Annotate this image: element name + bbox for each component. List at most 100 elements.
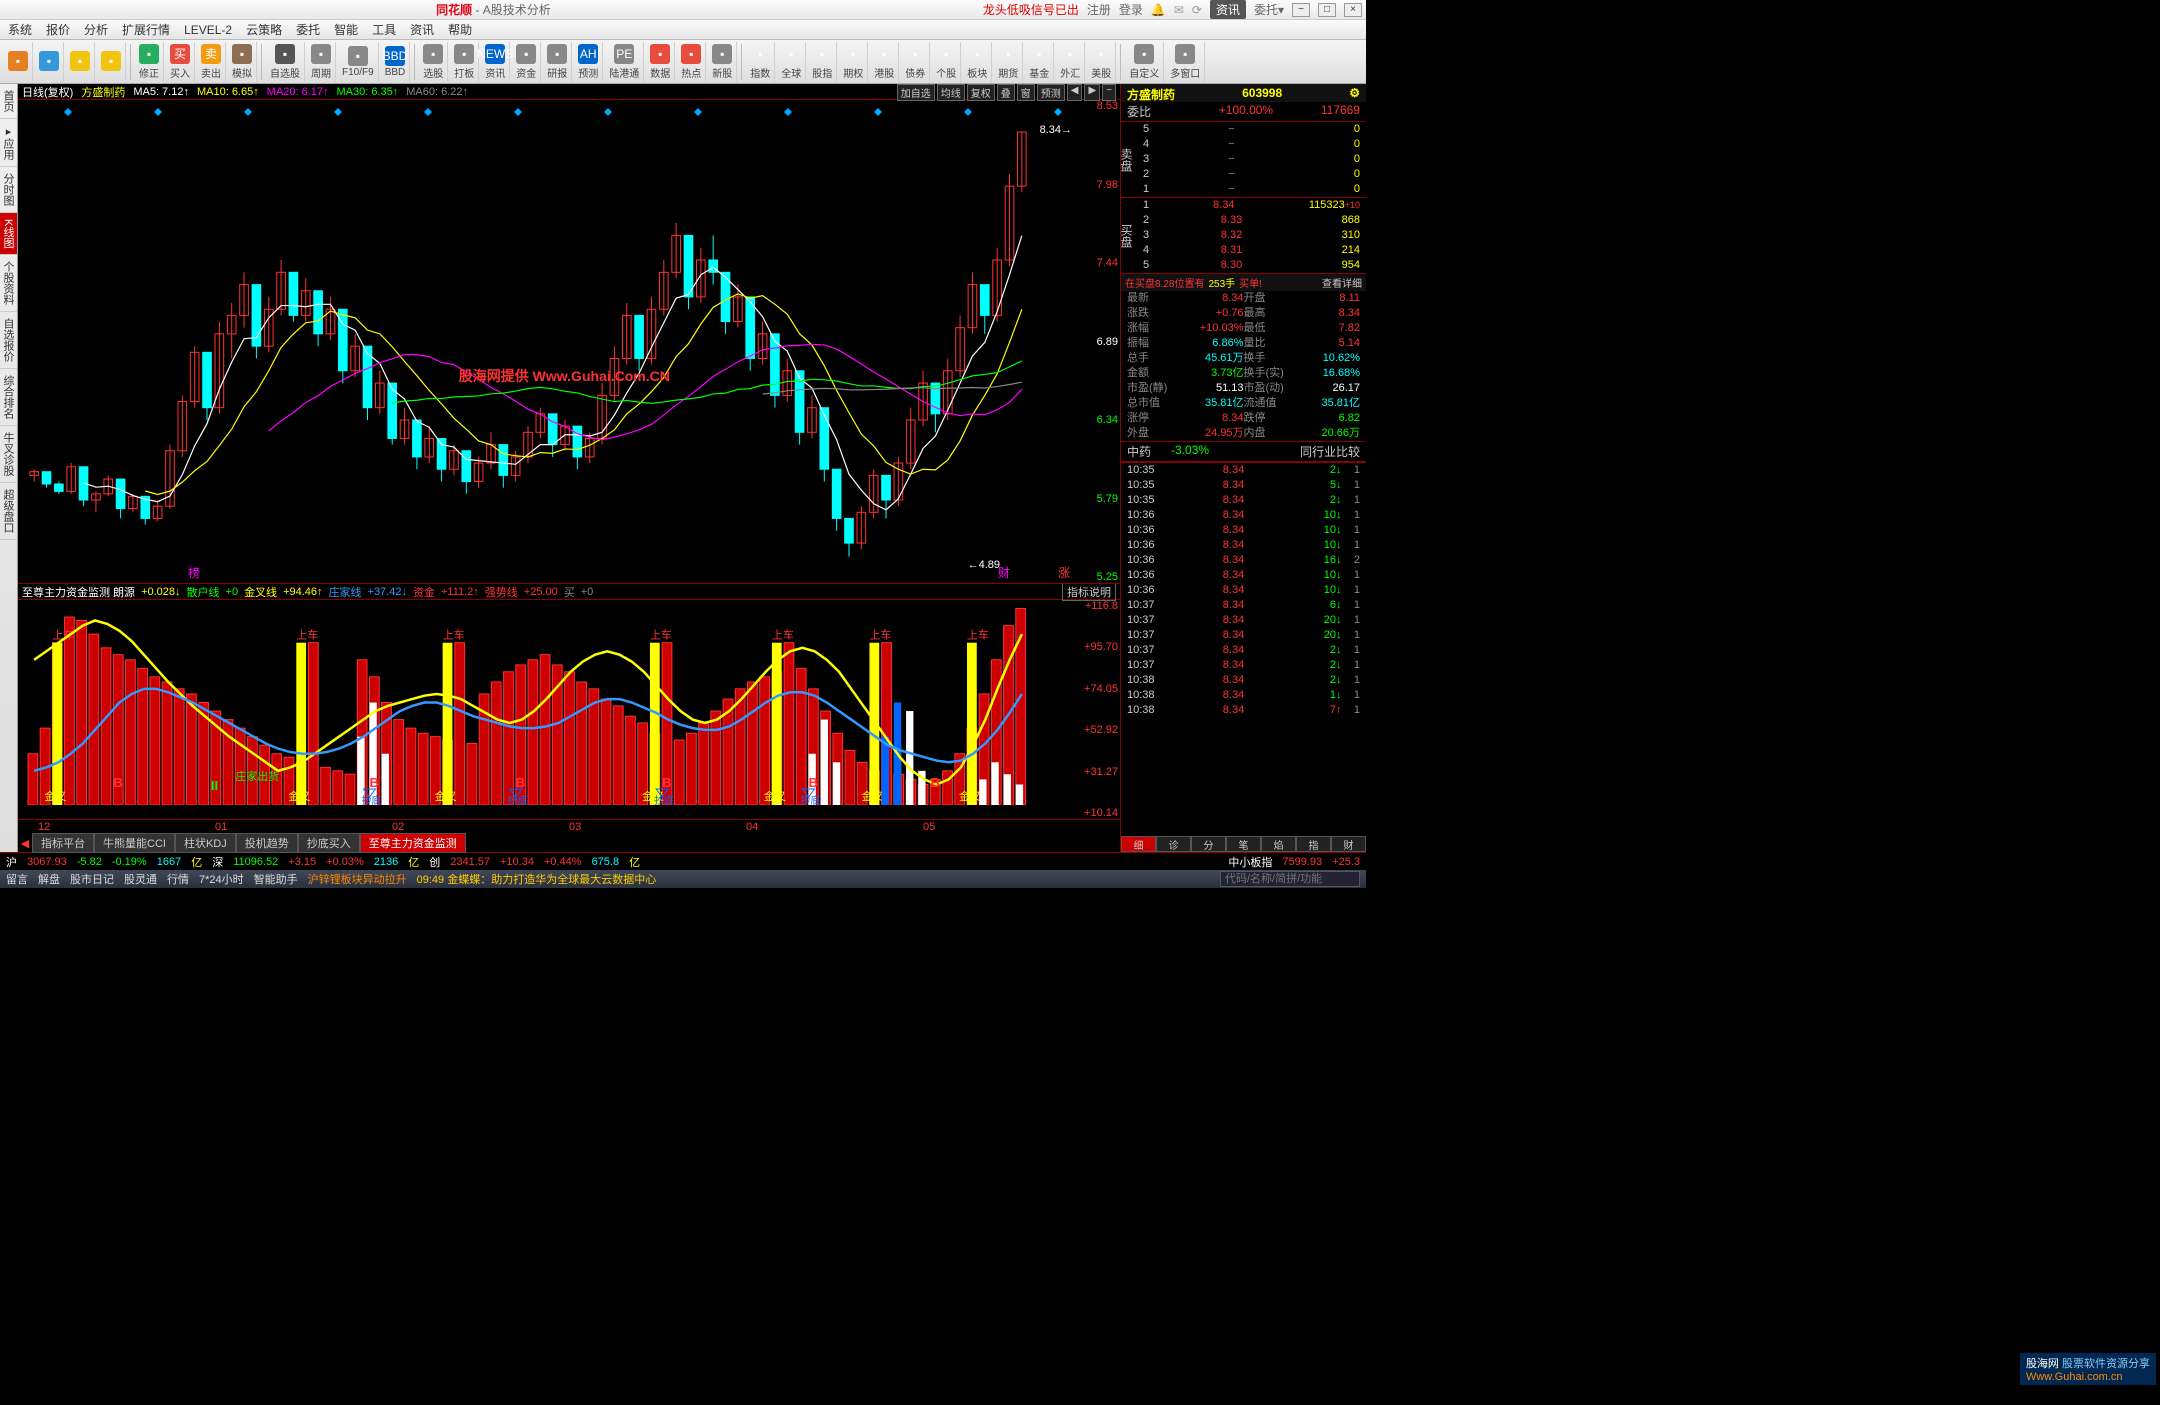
tool-选股[interactable]: ▪选股 (419, 42, 448, 82)
maximize-button[interactable]: □ (1318, 3, 1336, 17)
tool-陆港通[interactable]: PE陆港通 (605, 42, 644, 82)
tool-研报[interactable]: ▪研报 (543, 42, 572, 82)
menu-工具[interactable]: 工具 (372, 21, 396, 38)
tool-2[interactable]: ▪ (66, 42, 95, 82)
tab-指标平台[interactable]: 指标平台 (32, 833, 94, 853)
menu-资讯[interactable]: 资讯 (410, 21, 434, 38)
bottom-7*24小时[interactable]: 7*24小时 (199, 871, 244, 887)
menu-帮助[interactable]: 帮助 (448, 21, 472, 38)
nav-首页[interactable]: 首页 (0, 84, 17, 119)
chtool-窗[interactable]: 窗 (1017, 84, 1035, 101)
register-link[interactable]: 注册 (1087, 1, 1111, 18)
nav-▸应用[interactable]: ▸应用 (0, 119, 17, 167)
chtool-预测[interactable]: 预测 (1037, 84, 1065, 101)
nav-K线图[interactable]: K线图 (0, 213, 17, 255)
tool-热点[interactable]: ▪热点 (677, 42, 706, 82)
gear-icon[interactable]: ⚙ (1349, 86, 1360, 100)
nav-综合排名[interactable]: 综合排名 (0, 369, 17, 426)
tool-修正[interactable]: ▪修正 (135, 42, 164, 82)
tool-港股[interactable]: ▪港股 (870, 42, 899, 82)
menu-扩展行情[interactable]: 扩展行情 (122, 21, 170, 38)
tab-抄底买入[interactable]: 抄底买入 (298, 833, 360, 853)
menu-LEVEL-2[interactable]: LEVEL-2 (184, 23, 232, 37)
compare-link[interactable]: 同行业比较 (1300, 443, 1360, 460)
tool-全球[interactable]: ▪全球 (777, 42, 806, 82)
paneltab-细[interactable]: 细 (1121, 836, 1156, 852)
nav-牛叉诊股[interactable]: 牛叉诊股 (0, 426, 17, 483)
tool-1[interactable]: ▪ (35, 42, 64, 82)
login-link[interactable]: 登录 (1119, 1, 1143, 18)
tool-美股[interactable]: ▪美股 (1087, 42, 1116, 82)
nav-个股资料[interactable]: 个股资料 (0, 255, 17, 312)
chtool-均线[interactable]: 均线 (937, 84, 965, 101)
detail-link[interactable]: 查看详细 (1322, 275, 1362, 290)
zixun-button[interactable]: 资讯 (1210, 0, 1246, 19)
indicator-chart[interactable]: 上车金叉上车金叉上车金叉上车金叉上车金叉上车金叉上车金叉BBBBBB抄底抄底抄底… (18, 600, 1120, 820)
tool-指数[interactable]: ▪指数 (746, 42, 775, 82)
menu-报价[interactable]: 报价 (46, 21, 70, 38)
bottom-股市日记[interactable]: 股市日记 (70, 871, 114, 887)
indicator-help-button[interactable]: 指标说明 (1062, 583, 1116, 601)
chtool-▶[interactable]: ▶ (1084, 84, 1100, 101)
tool-数据[interactable]: ▪数据 (646, 42, 675, 82)
tool-0[interactable]: ▪ (4, 42, 33, 82)
bottom-解盘[interactable]: 解盘 (38, 871, 60, 887)
search-input[interactable] (1220, 871, 1360, 887)
paneltab-笔[interactable]: 笔 (1226, 836, 1261, 852)
candlestick-chart[interactable]: 8.537.987.446.896.345.795.25 股海网提供 Www.G… (18, 100, 1120, 584)
tool-期货[interactable]: ▪期货 (994, 42, 1023, 82)
nav-分时图[interactable]: 分时图 (0, 167, 17, 213)
tool-预测[interactable]: AH预测 (574, 42, 603, 82)
bottom-智能助手[interactable]: 智能助手 (254, 871, 298, 887)
tool-自定义[interactable]: ▪自定义 (1125, 42, 1164, 82)
menu-智能[interactable]: 智能 (334, 21, 358, 38)
bottom-留言[interactable]: 留言 (6, 871, 28, 887)
tool-3[interactable]: ▪ (97, 42, 126, 82)
tool-周期[interactable]: ▪周期 (307, 42, 336, 82)
tab-柱状KDJ[interactable]: 柱状KDJ (175, 833, 236, 853)
tool-多窗口[interactable]: ▪多窗口 (1166, 42, 1205, 82)
tool-资讯[interactable]: NEWS资讯 (481, 42, 510, 82)
tab-至尊主力资金监测[interactable]: 至尊主力资金监测 (360, 833, 466, 853)
tool-买入[interactable]: 买买入 (166, 42, 195, 82)
minimize-button[interactable]: − (1292, 3, 1310, 17)
menu-云策略[interactable]: 云策略 (246, 21, 282, 38)
bottom-行情[interactable]: 行情 (167, 871, 189, 887)
paneltab-诊[interactable]: 诊 (1156, 836, 1191, 852)
menu-委托[interactable]: 委托 (296, 21, 320, 38)
tool-资金[interactable]: ▪资金 (512, 42, 541, 82)
menu-分析[interactable]: 分析 (84, 21, 108, 38)
chtool-复权[interactable]: 复权 (967, 84, 995, 101)
paneltab-分[interactable]: 分 (1191, 836, 1226, 852)
close-button[interactable]: × (1344, 3, 1362, 17)
paneltab-指[interactable]: 指 (1296, 836, 1331, 852)
chtool-加自选[interactable]: 加自选 (897, 84, 935, 101)
tool-板块[interactable]: ▪板块 (963, 42, 992, 82)
tool-BBD[interactable]: BBDBBD (381, 42, 411, 82)
tool-打板[interactable]: ▪打板 (450, 42, 479, 82)
tool-自选股[interactable]: ▪自选股 (266, 42, 305, 82)
tool-新股[interactable]: ▪新股 (708, 42, 737, 82)
tool-债券[interactable]: ▪债券 (901, 42, 930, 82)
refresh-icon[interactable]: ⟳ (1192, 3, 1202, 17)
mail-icon[interactable]: ✉ (1174, 3, 1184, 17)
bottom-股灵通[interactable]: 股灵通 (124, 871, 157, 887)
bell-icon[interactable]: 🔔 (1151, 3, 1166, 17)
weituo-dropdown[interactable]: 委托▾ (1254, 1, 1284, 18)
chtool-−[interactable]: − (1102, 84, 1116, 101)
paneltab-焰[interactable]: 焰 (1261, 836, 1296, 852)
paneltab-财[interactable]: 财 (1331, 836, 1366, 852)
nav-超级盘口[interactable]: 超级盘口 (0, 483, 17, 540)
tool-期权[interactable]: ▪期权 (839, 42, 868, 82)
tool-基金[interactable]: ▪基金 (1025, 42, 1054, 82)
nav-自选报价[interactable]: 自选报价 (0, 312, 17, 369)
tab-投机趋势[interactable]: 投机趋势 (236, 833, 298, 853)
tool-F10/F9[interactable]: ▪F10/F9 (338, 42, 379, 82)
tab-牛熊量能CCI[interactable]: 牛熊量能CCI (94, 833, 175, 853)
menu-系统[interactable]: 系统 (8, 21, 32, 38)
chtool-◀[interactable]: ◀ (1067, 84, 1083, 101)
tool-个股[interactable]: ▪个股 (932, 42, 961, 82)
tool-卖出[interactable]: 卖卖出 (197, 42, 226, 82)
tool-股指[interactable]: ▪股指 (808, 42, 837, 82)
tool-外汇[interactable]: ▪外汇 (1056, 42, 1085, 82)
